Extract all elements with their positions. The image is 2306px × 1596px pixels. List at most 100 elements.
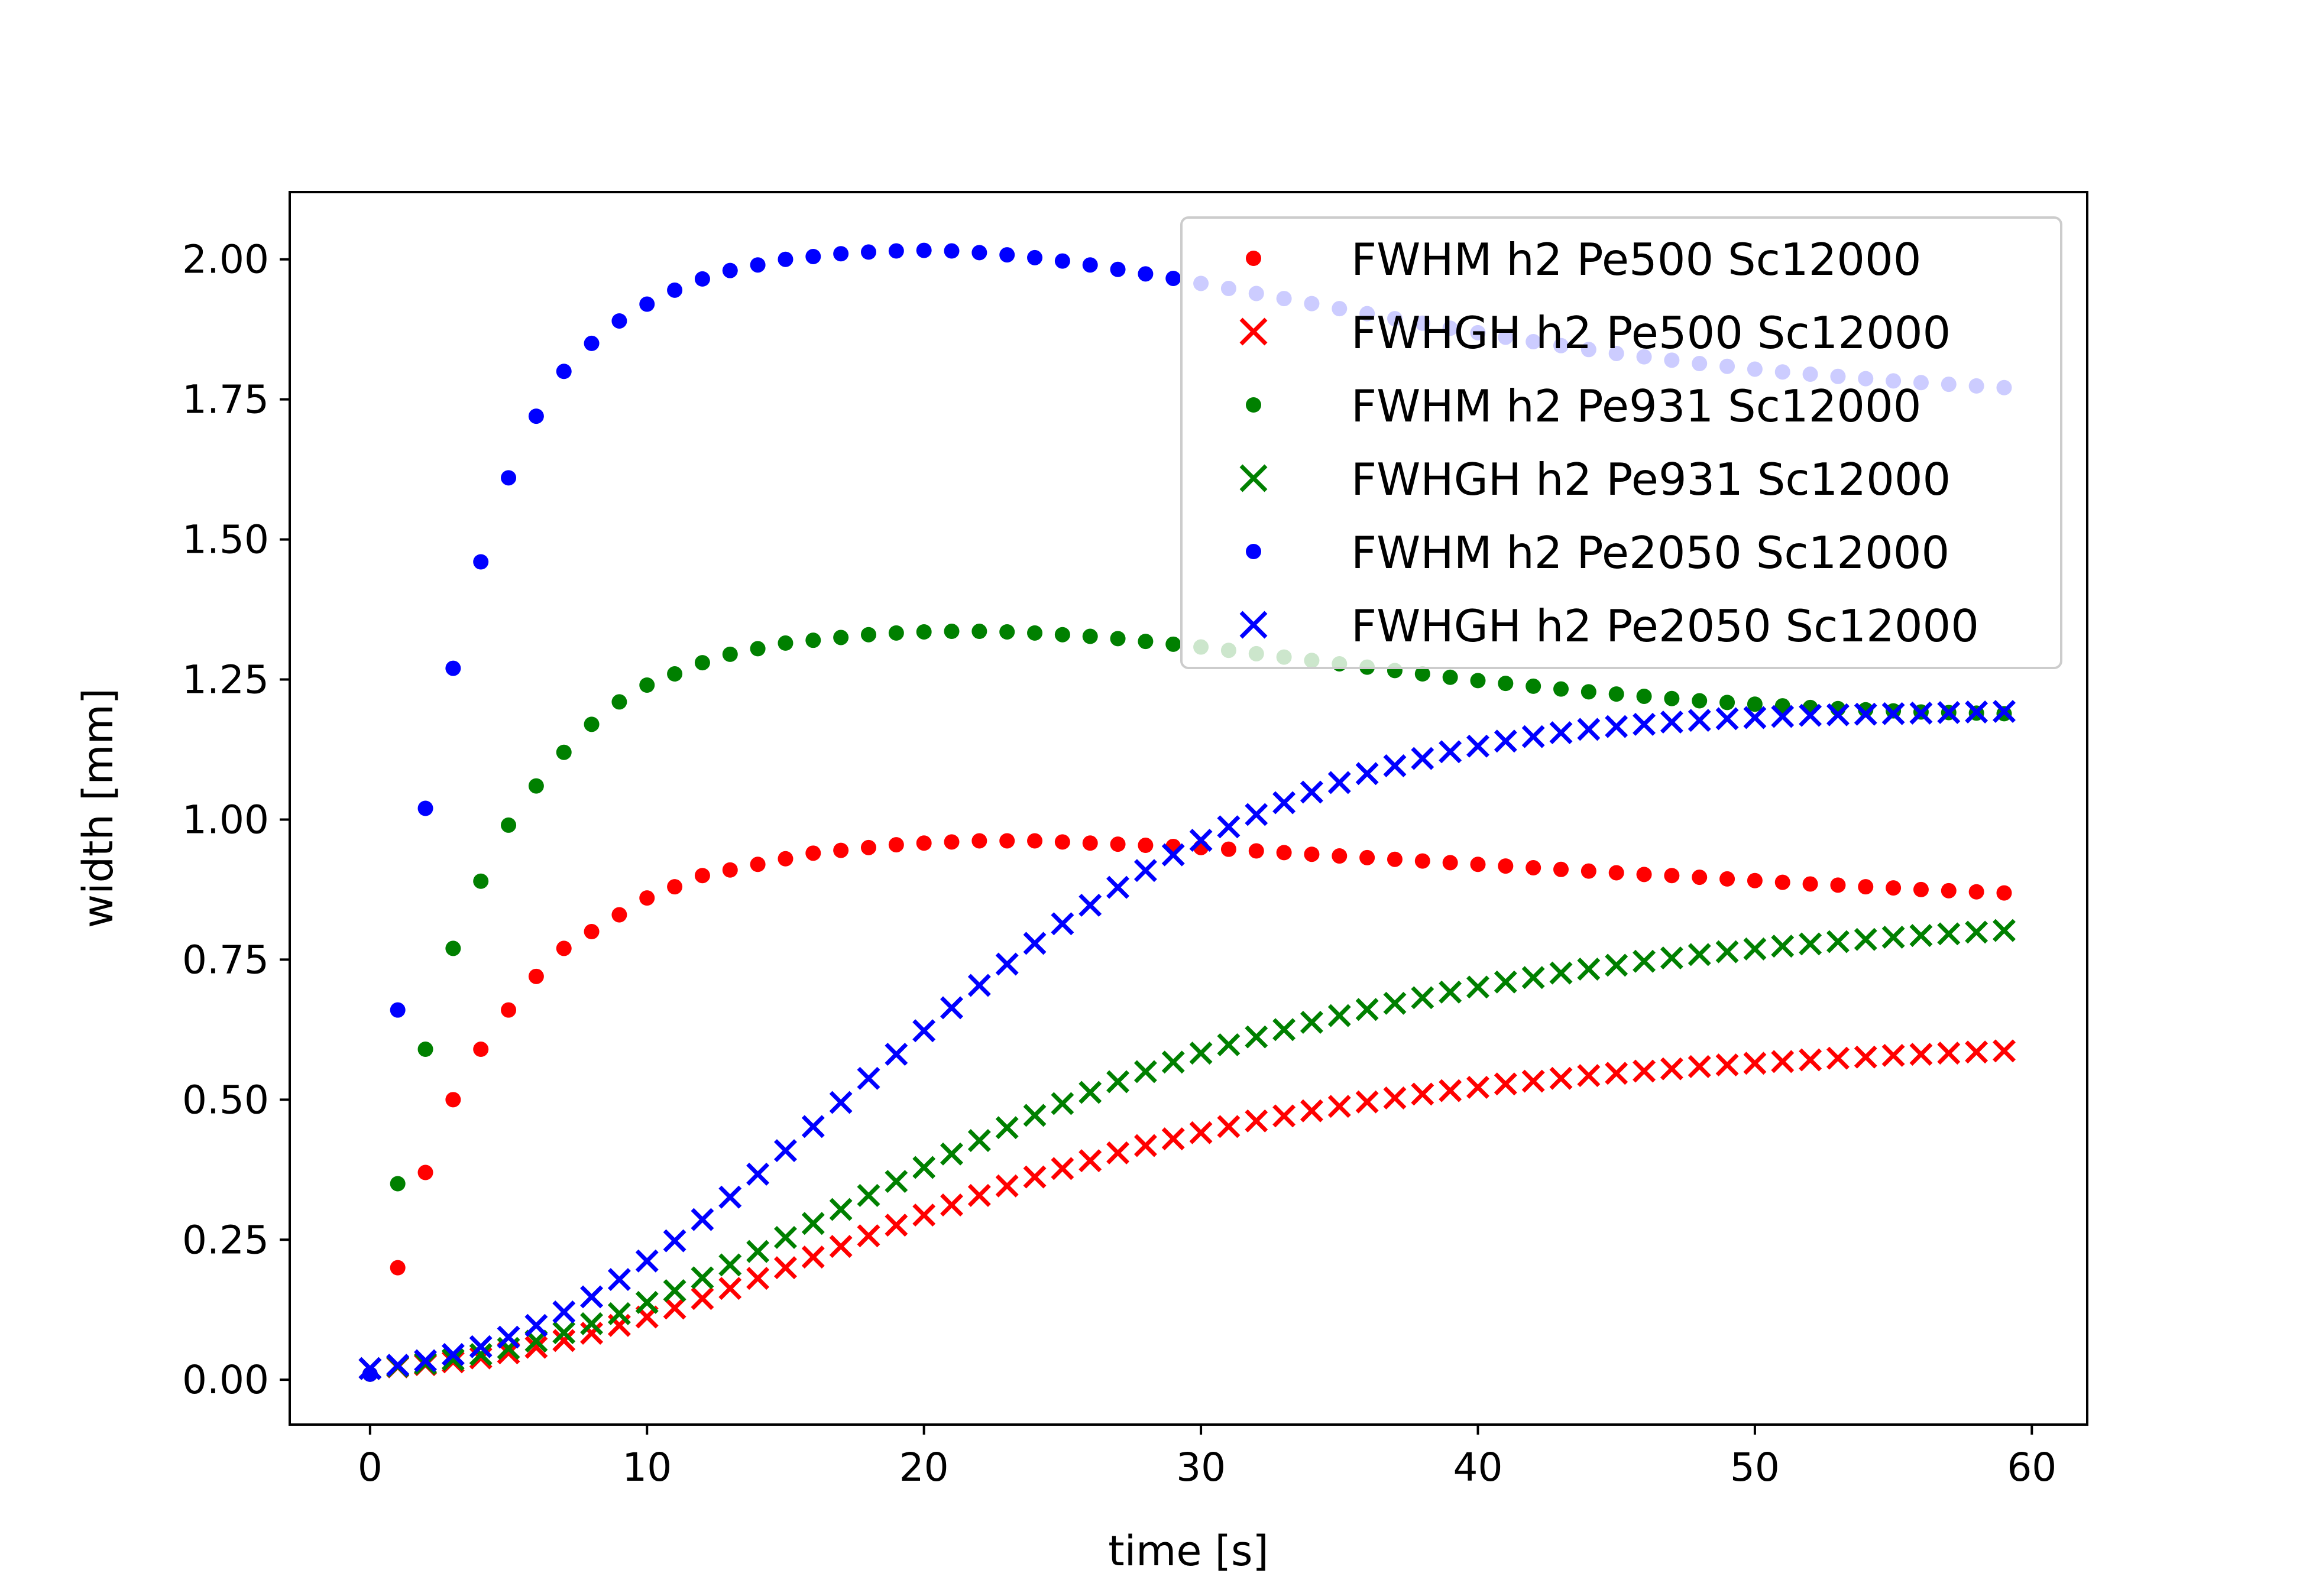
data-point-x (691, 1266, 714, 1290)
data-point-x (1217, 815, 1241, 839)
data-point (1498, 858, 1514, 874)
data-point (971, 245, 987, 261)
data-point (1470, 857, 1486, 872)
data-point (1027, 625, 1043, 641)
data-point-x (1494, 729, 1517, 753)
data-point (1220, 841, 1236, 857)
data-point (1138, 838, 1154, 854)
data-point-x (552, 1329, 576, 1352)
data-point-x (1106, 1141, 1130, 1164)
data-point (639, 890, 655, 906)
x-axis-label: time [s] (1108, 1527, 1269, 1575)
series-6 (358, 700, 2016, 1380)
data-point (1664, 690, 1680, 706)
data-point-x (1133, 859, 1157, 883)
data-point-x (524, 1335, 548, 1359)
data-point-x (1411, 1082, 1434, 1106)
data-point (1774, 698, 1790, 714)
data-point-x (1799, 932, 1822, 956)
data-point (888, 625, 904, 641)
data-point (417, 1164, 433, 1180)
data-point-x (1549, 1066, 1573, 1090)
data-point (694, 655, 710, 671)
data-point-x (912, 1019, 936, 1043)
data-point (860, 244, 876, 260)
data-point-x (885, 1170, 908, 1193)
data-point-x (1327, 1004, 1351, 1027)
y-tick-label: 0.50 (182, 1077, 269, 1123)
data-point (860, 839, 876, 855)
data-point (445, 1092, 461, 1108)
data-point (1304, 846, 1320, 862)
data-point-x (967, 974, 991, 997)
data-point-x (829, 1091, 853, 1114)
data-point-x (1383, 754, 1407, 777)
data-point-x (1439, 980, 1462, 1004)
data-point (1414, 666, 1430, 682)
data-point (1747, 872, 1763, 888)
data-point-x (940, 996, 963, 1020)
y-tick-label: 0.00 (182, 1357, 269, 1403)
data-point (944, 834, 960, 850)
data-point-x (580, 1312, 604, 1335)
data-point (1498, 676, 1514, 692)
data-point-x (386, 1354, 410, 1377)
data-point (1442, 855, 1458, 871)
data-point (473, 1042, 489, 1057)
data-point-x (1272, 1104, 1296, 1128)
data-point-x (1799, 1048, 1822, 1072)
data-point-x (995, 952, 1019, 976)
data-point (833, 246, 849, 262)
data-point (1082, 628, 1098, 644)
data-point-x (718, 1185, 742, 1209)
legend: FWHM h2 Pe500 Sc12000 FWHGH h2 Pe500 Sc12… (1180, 216, 2062, 669)
x-tick-label: 60 (2007, 1445, 2056, 1490)
data-point-x (1272, 791, 1296, 815)
x-tick-label: 20 (899, 1445, 949, 1490)
data-point (1470, 673, 1486, 689)
data-point (1082, 257, 1098, 273)
data-point (1913, 881, 1929, 897)
data-point (1082, 835, 1098, 851)
data-point-x (1051, 912, 1074, 936)
x-tick-label: 30 (1176, 1445, 1226, 1490)
data-point (1636, 688, 1652, 704)
data-point-x (1521, 966, 1545, 990)
data-point-x (497, 1325, 520, 1349)
data-point-x (1217, 1115, 1241, 1138)
y-tick-label: 0.25 (182, 1217, 269, 1263)
y-axis: 0.00 0.25 0.50 0.75 1.00 1.25 1.50 1.75 2.00 (182, 237, 290, 1403)
data-point-x (1771, 1050, 1795, 1073)
data-point (556, 744, 572, 760)
data-point (611, 907, 627, 923)
data-point (417, 1042, 433, 1057)
series-1 (362, 833, 2012, 1382)
x-tick-label: 10 (622, 1445, 672, 1490)
data-point-x (718, 1277, 742, 1300)
data-point (999, 833, 1015, 849)
data-point-x (995, 1116, 1019, 1140)
data-point (1636, 867, 1652, 883)
data-point-x (801, 1245, 825, 1269)
data-point (1359, 849, 1375, 865)
data-point-x (1161, 1050, 1185, 1074)
data-point-x (1715, 940, 1739, 964)
data-point-x (1272, 1018, 1296, 1042)
data-point (1110, 261, 1126, 277)
data-point-x (1993, 919, 2016, 942)
data-point-x (1937, 1042, 1961, 1065)
data-point-x (1023, 1104, 1047, 1127)
data-point-x (1051, 1157, 1074, 1180)
data-point-x (1245, 1109, 1268, 1133)
data-point (639, 677, 655, 693)
data-point (1110, 631, 1126, 647)
data-point-x (1633, 712, 1656, 736)
data-point (501, 1002, 517, 1018)
data-point-x (1217, 1033, 1241, 1056)
data-point-x (857, 1224, 880, 1248)
data-point (916, 835, 932, 851)
data-point-x (1133, 1060, 1157, 1084)
data-point-x (1937, 700, 1961, 724)
data-point (1414, 853, 1430, 869)
